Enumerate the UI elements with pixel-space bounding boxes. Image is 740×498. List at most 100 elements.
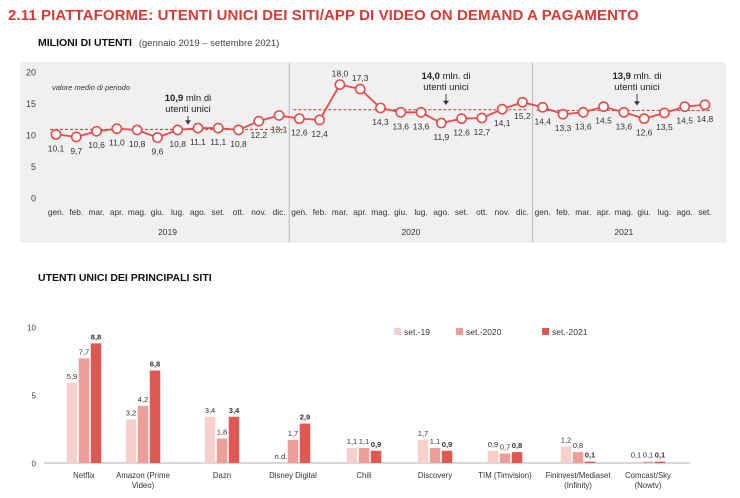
- average-callout: 14,0 mln. di: [421, 71, 470, 82]
- category-label: Dazn: [213, 471, 231, 480]
- data-point: [253, 115, 265, 127]
- bar-value-label: 1,8: [217, 428, 228, 437]
- bar-value-label: 0,1: [643, 451, 654, 460]
- bar-value-label: 0,8: [573, 441, 584, 450]
- bar-value-label: 0,7: [500, 442, 511, 451]
- x-tick-label: apr.: [597, 207, 611, 217]
- page-title: 2.11 PIATTAFORME: UTENTI UNICI DEI SITI/…: [8, 7, 639, 24]
- category-label: Netflix: [73, 471, 95, 480]
- x-tick-label: nov.: [251, 207, 266, 217]
- data-label: 11,0: [109, 138, 125, 148]
- bar-value-label: 1,7: [418, 429, 429, 438]
- data-label: 12,4: [311, 129, 328, 139]
- data-point: [537, 101, 549, 113]
- data-label: 9,7: [70, 146, 82, 156]
- data-point: [91, 125, 102, 137]
- bar: [487, 450, 499, 463]
- bar: [642, 461, 654, 463]
- bar: [584, 461, 596, 463]
- average-callout-line2: utenti unici: [614, 82, 659, 93]
- bar: [90, 343, 102, 463]
- bar: [66, 382, 78, 463]
- x-tick-label: mag.: [128, 207, 146, 217]
- bar: [78, 358, 90, 463]
- x-tick-label: mag.: [371, 207, 389, 217]
- data-label: 13,6: [392, 121, 409, 131]
- x-tick-label: nov.: [495, 207, 510, 217]
- data-point: [618, 106, 630, 118]
- bar: [499, 453, 511, 463]
- data-label: 14,4: [534, 116, 551, 126]
- data-point: [415, 106, 427, 118]
- data-point: [435, 117, 447, 129]
- x-tick-label: feb.: [556, 207, 570, 217]
- legend-swatch: [542, 328, 549, 335]
- data-point: [314, 114, 326, 126]
- x-tick-label: set.: [212, 207, 225, 217]
- y-tick-label: 0: [31, 194, 36, 204]
- data-label: 12,6: [453, 128, 470, 138]
- data-point: [212, 122, 224, 134]
- x-tick-label: gen.: [535, 207, 551, 217]
- data-label: 13,5: [656, 122, 673, 132]
- data-label: 14,5: [676, 116, 693, 126]
- y-tick-label: 0: [32, 460, 37, 469]
- bar: [654, 461, 666, 463]
- data-label: 12,7: [474, 127, 491, 137]
- x-tick-label: gen.: [291, 207, 307, 217]
- bar: [630, 461, 642, 463]
- data-label: 12,6: [291, 128, 308, 138]
- bar: [560, 446, 572, 463]
- data-point: [699, 99, 711, 111]
- data-label: 13,6: [616, 121, 633, 131]
- category-label: TIM (Timvision): [478, 471, 532, 480]
- x-tick-label: gen.: [48, 207, 64, 217]
- bar-value-label: 7,7: [79, 347, 90, 356]
- bar-value-label: 2,9: [300, 413, 311, 422]
- data-label: 10,8: [129, 139, 146, 149]
- bar: [149, 370, 161, 463]
- bar: [125, 419, 137, 463]
- y-tick-label: 20: [26, 68, 36, 78]
- data-label: 10,6: [88, 140, 105, 150]
- data-point: [577, 106, 589, 118]
- data-label: 10,8: [230, 139, 247, 149]
- bar-value-label: n.d.: [275, 452, 288, 461]
- data-point: [354, 83, 366, 95]
- year-label: 2021: [614, 227, 633, 237]
- bar: [346, 448, 358, 463]
- x-tick-label: set.: [455, 207, 468, 217]
- data-point: [496, 103, 508, 115]
- data-label: 11,1: [190, 137, 206, 147]
- data-point: [679, 101, 691, 113]
- data-label: 13,6: [575, 121, 592, 131]
- bar-value-label: 0,8: [512, 441, 523, 450]
- data-point: [70, 131, 82, 143]
- bar: [511, 452, 523, 463]
- data-label: 13,6: [413, 121, 430, 131]
- legend-label: set.-19: [404, 327, 430, 337]
- x-tick-label: set.: [698, 207, 711, 217]
- data-label: 14,5: [595, 116, 612, 126]
- x-tick-label: mar.: [575, 207, 591, 217]
- data-label: 14,1: [494, 118, 511, 128]
- x-tick-label: apr.: [353, 207, 367, 217]
- data-point: [50, 128, 62, 140]
- data-label: 12,6: [636, 128, 653, 138]
- bar-value-label: 8,8: [91, 332, 102, 341]
- category-label: Chili: [356, 471, 371, 480]
- data-point: [638, 113, 650, 125]
- line-chart-panel: [20, 62, 726, 243]
- category-label: (Infinity): [564, 481, 592, 490]
- average-callout-line2: utenti unici: [165, 104, 210, 115]
- year-label: 2019: [158, 227, 177, 237]
- data-point: [659, 107, 670, 119]
- y-tick-label: 5: [32, 392, 37, 401]
- legend-label: set.-2020: [466, 327, 502, 337]
- data-point: [151, 132, 163, 143]
- y-tick-label: 15: [26, 99, 36, 109]
- x-tick-label: ott.: [476, 207, 488, 217]
- x-tick-label: mar.: [332, 207, 348, 217]
- bar-value-label: 1,1: [430, 437, 441, 446]
- data-label: 9,6: [151, 147, 163, 157]
